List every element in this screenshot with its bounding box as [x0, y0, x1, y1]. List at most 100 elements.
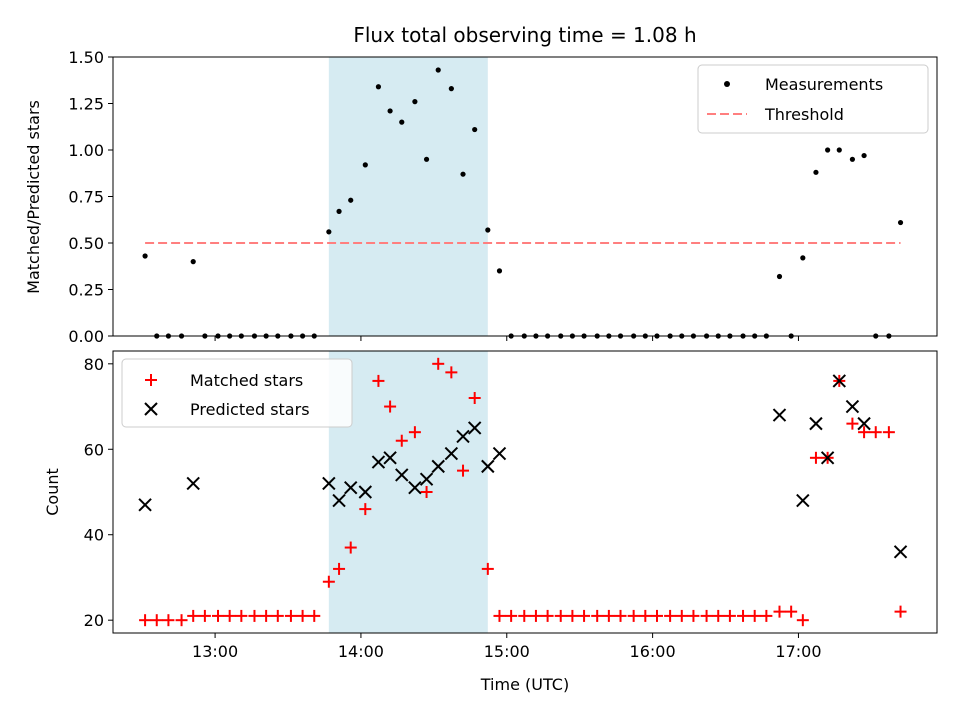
top-y-axis-label: Matched/Predicted stars: [24, 100, 43, 294]
y-tick-label: 1.50: [68, 48, 104, 67]
x-axis-label: Time (UTC): [480, 675, 569, 694]
matched-star-point: [223, 609, 236, 622]
top-highlight-span: [328, 57, 488, 336]
measurement-point: [776, 273, 783, 280]
matched-star-point: [737, 609, 750, 622]
matched-star-point: [554, 609, 567, 622]
matched-star-point: [493, 609, 506, 622]
bottom-axes-frame: [112, 350, 938, 634]
matched-star-point: [359, 503, 372, 516]
bottom-y-axis-label: Count: [43, 468, 62, 516]
measurement-point: [387, 108, 393, 114]
matched-star-point: [591, 609, 604, 622]
x-tick-label: 16:00: [630, 642, 676, 661]
matched-star-point: [505, 609, 518, 622]
measurement-point: [485, 227, 491, 233]
measurement-point: [861, 152, 867, 159]
matched-star-point: [408, 426, 421, 439]
measurement-point: [362, 162, 368, 168]
matched-star-point: [344, 541, 357, 554]
predicted-star-point: [408, 481, 422, 495]
top-y-ticks: 0.00 0.25 0.50 0.75 1.00 1.25 1.50: [68, 48, 113, 346]
matched-star-point: [664, 609, 677, 622]
matched-star-point: [284, 609, 297, 622]
measurement-point: [825, 147, 831, 153]
y-tick-label: 0.25: [68, 281, 104, 300]
predicted-star-point: [322, 476, 336, 491]
matched-star-point: [773, 605, 786, 618]
measurement-point: [142, 253, 148, 259]
predicted-star-point: [845, 399, 860, 414]
top-legend: Measurements Threshold: [697, 64, 929, 134]
matched-star-point: [271, 609, 284, 622]
predicted-star-point: [344, 481, 358, 495]
matched-star-point: [235, 609, 248, 622]
measurement-point: [813, 169, 819, 175]
matched-star-point: [372, 374, 385, 387]
matched-star-point: [212, 609, 225, 622]
bottom-legend: Matched stars Predicted stars: [121, 358, 353, 428]
measurement-point: [336, 208, 342, 214]
predicted-star-point: [796, 493, 810, 508]
matched-star-point: [700, 609, 713, 622]
y-tick-label: 1.25: [68, 95, 104, 114]
matched-star-point: [333, 562, 346, 575]
measurement-point: [348, 197, 354, 203]
measurement-point: [448, 86, 454, 92]
bottom-legend-box: [121, 358, 353, 428]
bottom-x-ticks: 13:00 14:00 15:00 16:00 17:00: [192, 633, 822, 661]
matched-star-point: [869, 426, 882, 439]
matched-star-point: [566, 609, 579, 622]
predicted-star-point: [358, 485, 373, 499]
legend-threshold-label: Threshold: [764, 105, 844, 124]
measurement-point: [190, 259, 196, 265]
predicted-star-point: [820, 451, 835, 465]
matched-star-point: [468, 392, 481, 404]
matched-star-point: [457, 464, 470, 477]
top-x-ticks: [214, 336, 799, 341]
measurement-point: [399, 119, 405, 125]
predicted-star-points: [138, 374, 908, 559]
y-tick-label: 0.75: [68, 188, 104, 207]
matched-star-point: [712, 609, 725, 622]
predicted-star-point: [893, 545, 908, 559]
predicted-star-point: [395, 468, 409, 482]
matched-star-point: [650, 609, 663, 622]
measurement-point: [412, 99, 418, 105]
legend-measurements-label: Measurements: [765, 75, 883, 94]
matched-star-point: [175, 614, 188, 627]
predicted-star-point: [809, 416, 823, 431]
y-tick-label: 80: [84, 355, 104, 374]
predicted-star-point: [481, 459, 495, 474]
y-tick-label: 20: [84, 611, 104, 630]
matched-star-point: [296, 609, 309, 622]
matched-star-point: [384, 400, 397, 413]
matched-star-point: [602, 609, 615, 622]
bottom-panel: 20 40 60 80 13:00 14:00 15:00 16:00 17:00 Count…: [43, 350, 938, 694]
matched-star-point: [882, 426, 895, 439]
predicted-star-point: [444, 446, 459, 461]
legend-measurements-marker: [724, 81, 730, 87]
matched-star-point: [796, 614, 809, 627]
measurement-point: [460, 171, 466, 177]
matched-star-point: [529, 609, 542, 622]
matched-star-point: [445, 366, 458, 379]
measurement-point: [800, 255, 806, 261]
measurement-point: [375, 84, 382, 90]
matched-star-point: [481, 562, 494, 575]
matched-star-point: [748, 609, 761, 622]
predicted-star-point: [419, 472, 434, 486]
y-tick-label: 60: [84, 440, 104, 459]
matched-star-point: [785, 605, 798, 618]
matched-star-point: [322, 575, 335, 588]
predicted-star-point: [371, 455, 386, 469]
x-tick-label: 15:00: [484, 642, 530, 661]
matched-star-point: [260, 609, 273, 622]
x-tick-label: 13:00: [192, 642, 238, 661]
measurement-point: [435, 67, 441, 73]
matched-star-point: [809, 451, 822, 464]
matched-star-point: [518, 609, 531, 622]
bottom-y-ticks: 20 40 60 80: [84, 355, 113, 630]
top-panel: 0.00 0.25 0.50 0.75 1.00 1.25 1.50 Flux total …: [24, 23, 938, 346]
matched-star-point: [198, 609, 211, 622]
